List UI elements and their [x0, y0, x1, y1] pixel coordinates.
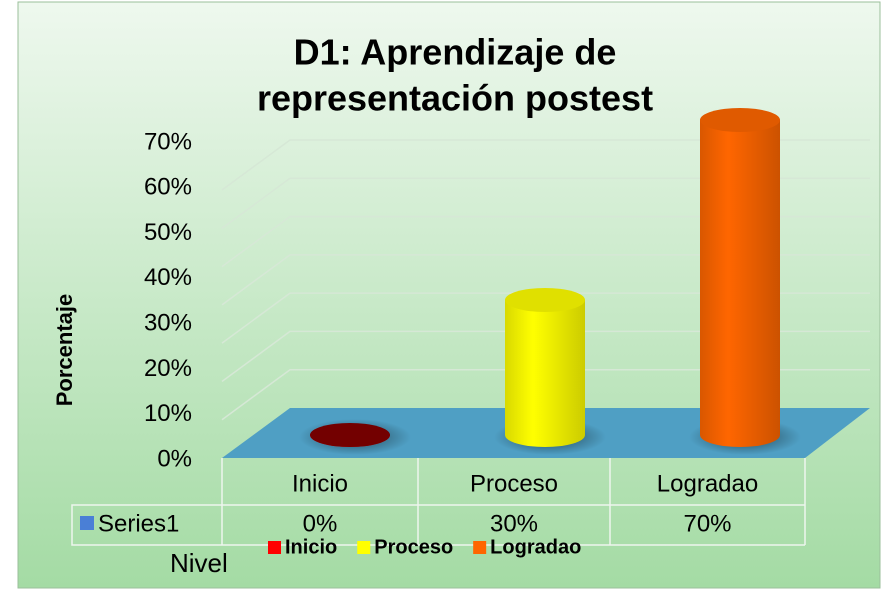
grid-line	[221, 139, 870, 191]
table-value: 70%	[683, 510, 731, 537]
table-grid	[71, 458, 806, 546]
bar-top	[505, 288, 585, 312]
y-tick-label: 20%	[144, 355, 192, 382]
legend-swatch	[357, 541, 371, 554]
legend-swatch	[473, 541, 487, 554]
x-axis-label: Nivel	[170, 548, 228, 578]
y-tick-label: 50%	[144, 219, 192, 246]
table-value: 30%	[490, 510, 538, 537]
legend-label: Proceso	[374, 536, 453, 558]
bar-top	[310, 423, 390, 447]
y-tick-label: 40%	[144, 264, 192, 291]
y-tick-label: 70%	[144, 128, 192, 155]
x-tick-label: Logradao	[657, 470, 758, 497]
data-table: Series1 Inicio 0% Proceso 30% Logradao 70%	[71, 458, 806, 546]
y-tick-label: 60%	[144, 174, 192, 201]
legend-label: Inicio	[285, 536, 337, 558]
grid-line	[221, 254, 870, 306]
bar-top	[700, 108, 780, 132]
grid-line	[221, 368, 870, 421]
legend-label: Logradao	[490, 536, 581, 558]
grid-line	[221, 292, 870, 344]
x-tick-label: Proceso	[470, 470, 558, 497]
bar	[700, 120, 780, 447]
series-name: Series1	[98, 510, 179, 537]
series-swatch	[80, 516, 94, 530]
legend-swatch	[268, 541, 281, 554]
table-value: 0%	[303, 510, 338, 537]
chart-title: D1: Aprendizaje de	[294, 32, 617, 73]
x-tick-label: Inicio	[292, 470, 348, 497]
grid-line	[221, 215, 870, 268]
grid-line	[221, 177, 870, 229]
y-tick-label: 0%	[157, 445, 192, 472]
chart-subtitle: representación postest	[257, 78, 653, 119]
y-tick-label: 30%	[144, 309, 192, 336]
y-tick-label: 10%	[144, 400, 192, 427]
grid-line	[221, 330, 870, 383]
bar	[505, 300, 585, 447]
y-axis-label: Porcentaje	[52, 294, 77, 407]
